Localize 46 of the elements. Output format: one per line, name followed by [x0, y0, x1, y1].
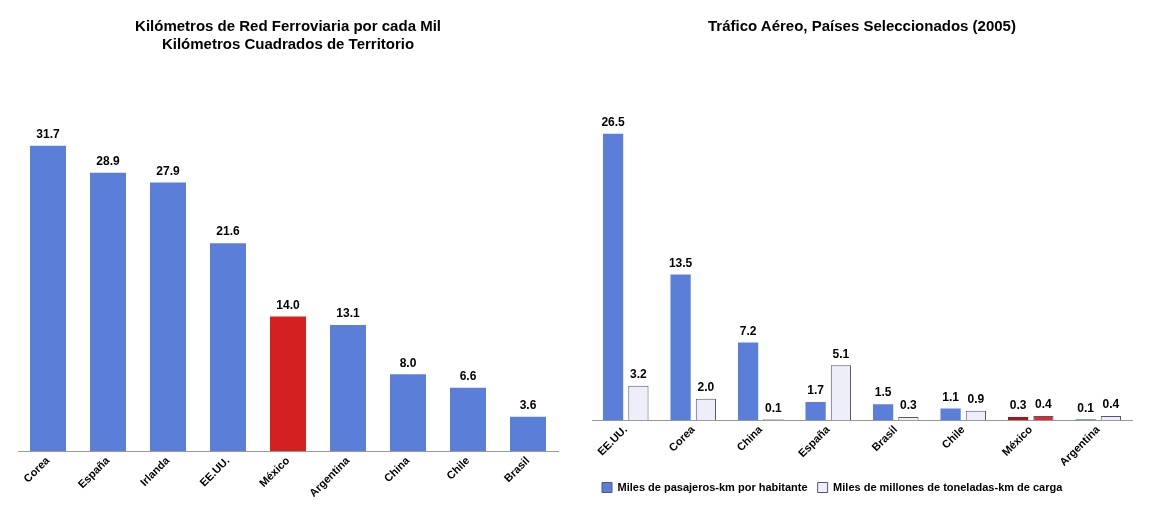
text: Kilómetros Cuadrados de Territorio: [161, 35, 415, 53]
data-label: 0.9: [967, 391, 985, 406]
bar: [450, 387, 486, 452]
bar: [940, 408, 961, 421]
bar: [805, 401, 826, 421]
data-label: 0.3: [1009, 398, 1027, 413]
bar: [602, 133, 624, 421]
data-label: 27.9: [156, 163, 180, 178]
data-label: 13.5: [668, 255, 693, 270]
bar: [872, 404, 894, 421]
bar: [90, 172, 126, 452]
bar: [270, 316, 306, 452]
data-label: 13.1: [336, 306, 360, 321]
data-label: 1.1: [942, 389, 960, 404]
data-label: 28.9: [96, 154, 120, 169]
data-label: 1.5: [874, 385, 892, 400]
bar: [1007, 417, 1029, 421]
data-label: 14.0: [276, 297, 300, 312]
data-label: 26.5: [601, 115, 626, 130]
bar: [210, 243, 246, 452]
chart-title: Tráfico Aéreo, Países Seleccionados (2005): [708, 17, 1016, 35]
bar: [670, 274, 691, 421]
data-label: 2.0: [697, 380, 715, 395]
data-label: 0.3: [900, 398, 918, 413]
data-label: 0.4: [1035, 397, 1053, 412]
data-label: 0.4: [1102, 397, 1120, 412]
data-label: 6.6: [459, 369, 477, 384]
bar: [737, 342, 759, 421]
bar: [330, 325, 366, 452]
legend-label: Miles de millones de toneladas-km de carga: [833, 480, 1064, 493]
data-label: 0.1: [765, 400, 783, 415]
bar: [150, 182, 186, 452]
data-label: 3.6: [519, 397, 537, 412]
bar: [390, 374, 426, 452]
data-label: 0.1: [1077, 400, 1095, 415]
data-label: 8.0: [399, 355, 417, 370]
data-label: 31.7: [36, 127, 60, 142]
data-label: 7.2: [739, 323, 757, 338]
data-label: 5.1: [832, 346, 850, 361]
text: Kilómetros de Red Ferroviaria por cada Mil: [135, 17, 441, 35]
bar: [510, 416, 546, 452]
legend-label: Miles de pasajeros-km por habitante: [617, 480, 808, 493]
data-label: 21.6: [216, 224, 240, 239]
bar: [30, 145, 66, 452]
data-label: 3.2: [630, 367, 648, 382]
data-label: 1.7: [807, 383, 825, 398]
